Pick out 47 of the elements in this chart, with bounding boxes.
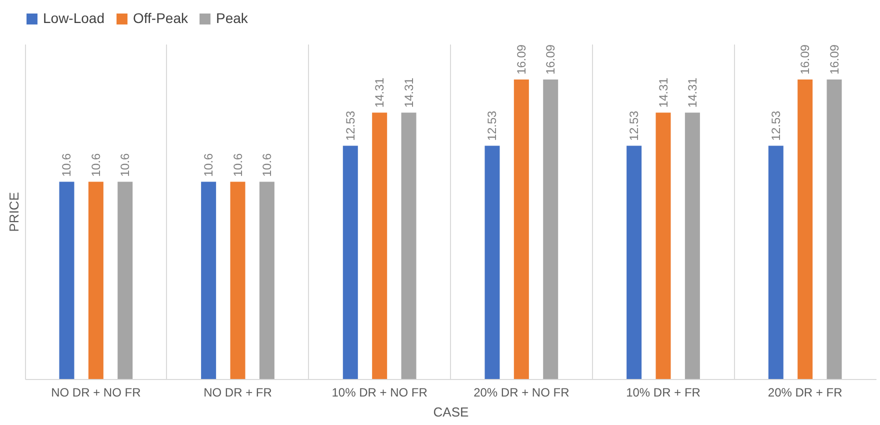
bar xyxy=(259,182,274,379)
data-label: 12.53 xyxy=(627,110,642,141)
bar xyxy=(59,182,74,379)
data-label: 14.31 xyxy=(372,77,387,108)
data-label: 10.6 xyxy=(88,153,103,177)
data-label: 10.6 xyxy=(118,153,132,177)
bar xyxy=(372,112,388,379)
x-tick-label: NO DR + NO FR xyxy=(51,386,142,400)
data-label: 12.53 xyxy=(768,110,783,141)
legend-label: Peak xyxy=(216,10,249,26)
data-label: 10.6 xyxy=(230,153,245,177)
data-label: 16.09 xyxy=(514,44,528,75)
bar xyxy=(401,112,416,379)
data-label: 16.09 xyxy=(798,44,812,75)
bar xyxy=(118,182,133,379)
data-label: 16.09 xyxy=(827,44,842,75)
bar xyxy=(684,112,700,379)
bar xyxy=(514,80,529,379)
bar xyxy=(626,146,642,379)
x-tick-label: 10% DR + FR xyxy=(626,386,701,400)
bar xyxy=(826,80,842,379)
bar xyxy=(798,80,813,379)
x-tick-label: 20% DR + FR xyxy=(768,386,843,400)
data-label: 10.6 xyxy=(202,153,216,177)
data-label: 16.09 xyxy=(544,44,558,75)
data-label: 14.31 xyxy=(685,77,700,108)
x-tick-label: 20% DR + NO FR xyxy=(474,386,570,400)
bar xyxy=(88,182,104,379)
data-label: 12.53 xyxy=(485,110,500,141)
x-tick-label: 10% DR + NO FR xyxy=(332,386,428,400)
bar xyxy=(201,182,216,379)
data-label: 12.53 xyxy=(343,110,358,141)
legend-label: Off-Peak xyxy=(133,10,189,26)
data-label: 14.31 xyxy=(656,77,670,108)
data-label: 10.6 xyxy=(260,153,274,177)
bar xyxy=(656,112,671,379)
x-axis-title: CASE xyxy=(433,404,470,420)
legend-label: Low-Load xyxy=(43,10,104,26)
data-label: 14.31 xyxy=(402,77,416,108)
bar xyxy=(768,146,784,379)
y-axis-title: PRICE xyxy=(6,192,22,232)
bar xyxy=(484,146,500,379)
bar xyxy=(543,80,558,379)
data-label: 10.6 xyxy=(60,153,74,177)
x-tick-label: NO DR + FR xyxy=(204,386,272,400)
bar xyxy=(230,182,246,379)
bar xyxy=(342,146,358,379)
